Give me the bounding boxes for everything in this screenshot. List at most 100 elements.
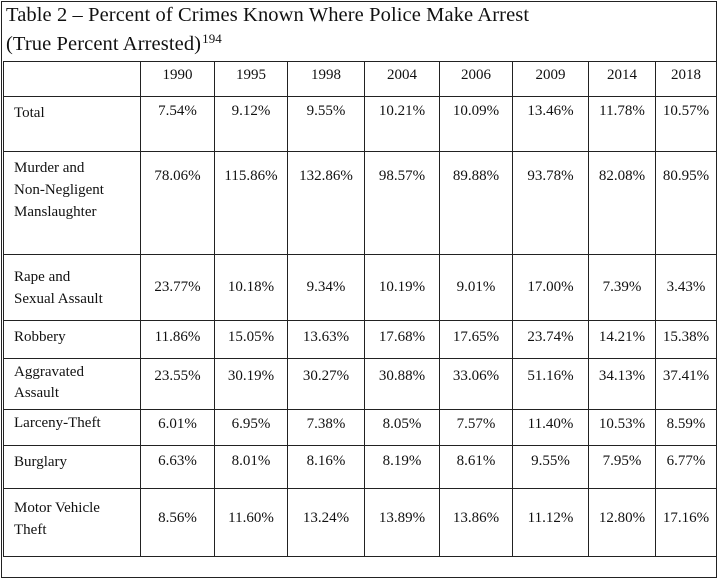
value-cell: 7.39%: [588, 254, 656, 321]
year-header: 2014: [588, 61, 656, 97]
value-cell: 37.41%: [655, 358, 717, 410]
value-cell: 10.18%: [214, 254, 288, 321]
value-cell: 13.46%: [512, 96, 589, 152]
value-cell: 10.21%: [364, 96, 440, 152]
year-header: 2009: [512, 61, 589, 97]
row-label-line: Rape and: [14, 269, 71, 285]
value-cell: 8.59%: [655, 409, 717, 446]
row-label: Total: [3, 96, 141, 152]
value-cell: 80.95%: [655, 151, 717, 255]
value-cell: 30.88%: [364, 358, 440, 410]
value-cell: 82.08%: [588, 151, 656, 255]
value-cell: 30.19%: [214, 358, 288, 410]
table-row-total: Total 7.54% 9.12% 9.55% 10.21% 10.09% 13…: [3, 96, 717, 152]
year-header: 1998: [287, 61, 365, 97]
row-label: Larceny-Theft: [3, 409, 141, 446]
row-label-line: Assault: [14, 385, 59, 401]
value-cell: 7.57%: [439, 409, 513, 446]
table-row-aggravated-assault: Aggravated Assault 23.55% 30.19% 30.27% …: [3, 358, 717, 410]
value-cell: 9.55%: [287, 96, 365, 152]
value-cell: 10.09%: [439, 96, 513, 152]
value-cell: 6.77%: [655, 445, 717, 489]
value-cell: 8.01%: [214, 445, 288, 489]
value-cell: 7.95%: [588, 445, 656, 489]
table-row-rape: Rape and Sexual Assault 23.77% 10.18% 9.…: [3, 254, 717, 321]
value-cell: 115.86%: [214, 151, 288, 255]
value-cell: 17.65%: [439, 320, 513, 359]
row-label-line: Manslaughter: [14, 204, 97, 220]
value-cell: 11.86%: [140, 320, 215, 359]
footnote-reference: 194: [202, 31, 222, 46]
value-cell: 9.01%: [439, 254, 513, 321]
row-label: Murder and Non-Negligent Manslaughter: [3, 151, 141, 255]
value-cell: 8.16%: [287, 445, 365, 489]
table-row-burglary: Burglary 6.63% 8.01% 8.16% 8.19% 8.61% 9…: [3, 445, 717, 489]
year-header: 2004: [364, 61, 440, 97]
table-row-robbery: Robbery 11.86% 15.05% 13.63% 17.68% 17.6…: [3, 320, 717, 359]
value-cell: 33.06%: [439, 358, 513, 410]
arrest-rate-table: 1990 1995 1998 2004 2006 2009 2014 2018 …: [3, 61, 717, 557]
value-cell: 132.86%: [287, 151, 365, 255]
year-header: 2018: [655, 61, 717, 97]
row-label: Burglary: [3, 445, 141, 489]
row-label-line: Theft: [14, 522, 47, 538]
value-cell: 13.86%: [439, 488, 513, 557]
value-cell: 17.68%: [364, 320, 440, 359]
value-cell: 89.88%: [439, 151, 513, 255]
value-cell: 17.16%: [655, 488, 717, 557]
row-label-line: Burglary: [14, 454, 68, 470]
value-cell: 3.43%: [655, 254, 717, 321]
value-cell: 11.12%: [512, 488, 589, 557]
value-cell: 93.78%: [512, 151, 589, 255]
value-cell: 14.21%: [588, 320, 656, 359]
row-label-line: Motor Vehicle: [14, 500, 100, 516]
row-label-line: Sexual Assault: [14, 291, 103, 307]
table-row-murder: Murder and Non-Negligent Manslaughter 78…: [3, 151, 717, 255]
value-cell: 23.77%: [140, 254, 215, 321]
year-header: 1995: [214, 61, 288, 97]
value-cell: 10.53%: [588, 409, 656, 446]
value-cell: 15.38%: [655, 320, 717, 359]
row-label: Robbery: [3, 320, 141, 359]
caption-subtitle: (True Percent Arrested): [6, 33, 202, 55]
year-header: 1990: [140, 61, 215, 97]
value-cell: 6.63%: [140, 445, 215, 489]
row-label-line: Robbery: [14, 329, 66, 345]
row-label-line: Murder and: [14, 160, 85, 176]
row-label-line: Total: [14, 105, 45, 121]
value-cell: 98.57%: [364, 151, 440, 255]
value-cell: 10.57%: [655, 96, 717, 152]
row-label: Aggravated Assault: [3, 358, 141, 410]
value-cell: 11.40%: [512, 409, 589, 446]
value-cell: 11.78%: [588, 96, 656, 152]
table-row-larceny-theft: Larceny-Theft 6.01% 6.95% 7.38% 8.05% 7.…: [3, 409, 717, 446]
value-cell: 15.05%: [214, 320, 288, 359]
table-caption: Table 2 – Percent of Crimes Known Where …: [6, 4, 529, 56]
row-label: Motor Vehicle Theft: [3, 488, 141, 557]
value-cell: 34.13%: [588, 358, 656, 410]
value-cell: 6.01%: [140, 409, 215, 446]
value-cell: 13.24%: [287, 488, 365, 557]
value-cell: 8.05%: [364, 409, 440, 446]
value-cell: 23.55%: [140, 358, 215, 410]
value-cell: 30.27%: [287, 358, 365, 410]
value-cell: 8.19%: [364, 445, 440, 489]
value-cell: 9.34%: [287, 254, 365, 321]
row-label: Rape and Sexual Assault: [3, 254, 141, 321]
value-cell: 7.54%: [140, 96, 215, 152]
value-cell: 10.19%: [364, 254, 440, 321]
header-row: 1990 1995 1998 2004 2006 2009 2014 2018: [3, 61, 717, 97]
value-cell: 7.38%: [287, 409, 365, 446]
value-cell: 8.61%: [439, 445, 513, 489]
table-row-motor-vehicle-theft: Motor Vehicle Theft 8.56% 11.60% 13.24% …: [3, 488, 717, 557]
value-cell: 6.95%: [214, 409, 288, 446]
year-header: 2006: [439, 61, 513, 97]
corner-cell: [3, 61, 141, 97]
value-cell: 11.60%: [214, 488, 288, 557]
caption-line-2: (True Percent Arrested)194: [6, 27, 529, 56]
value-cell: 13.63%: [287, 320, 365, 359]
value-cell: 8.56%: [140, 488, 215, 557]
value-cell: 9.12%: [214, 96, 288, 152]
value-cell: 12.80%: [588, 488, 656, 557]
